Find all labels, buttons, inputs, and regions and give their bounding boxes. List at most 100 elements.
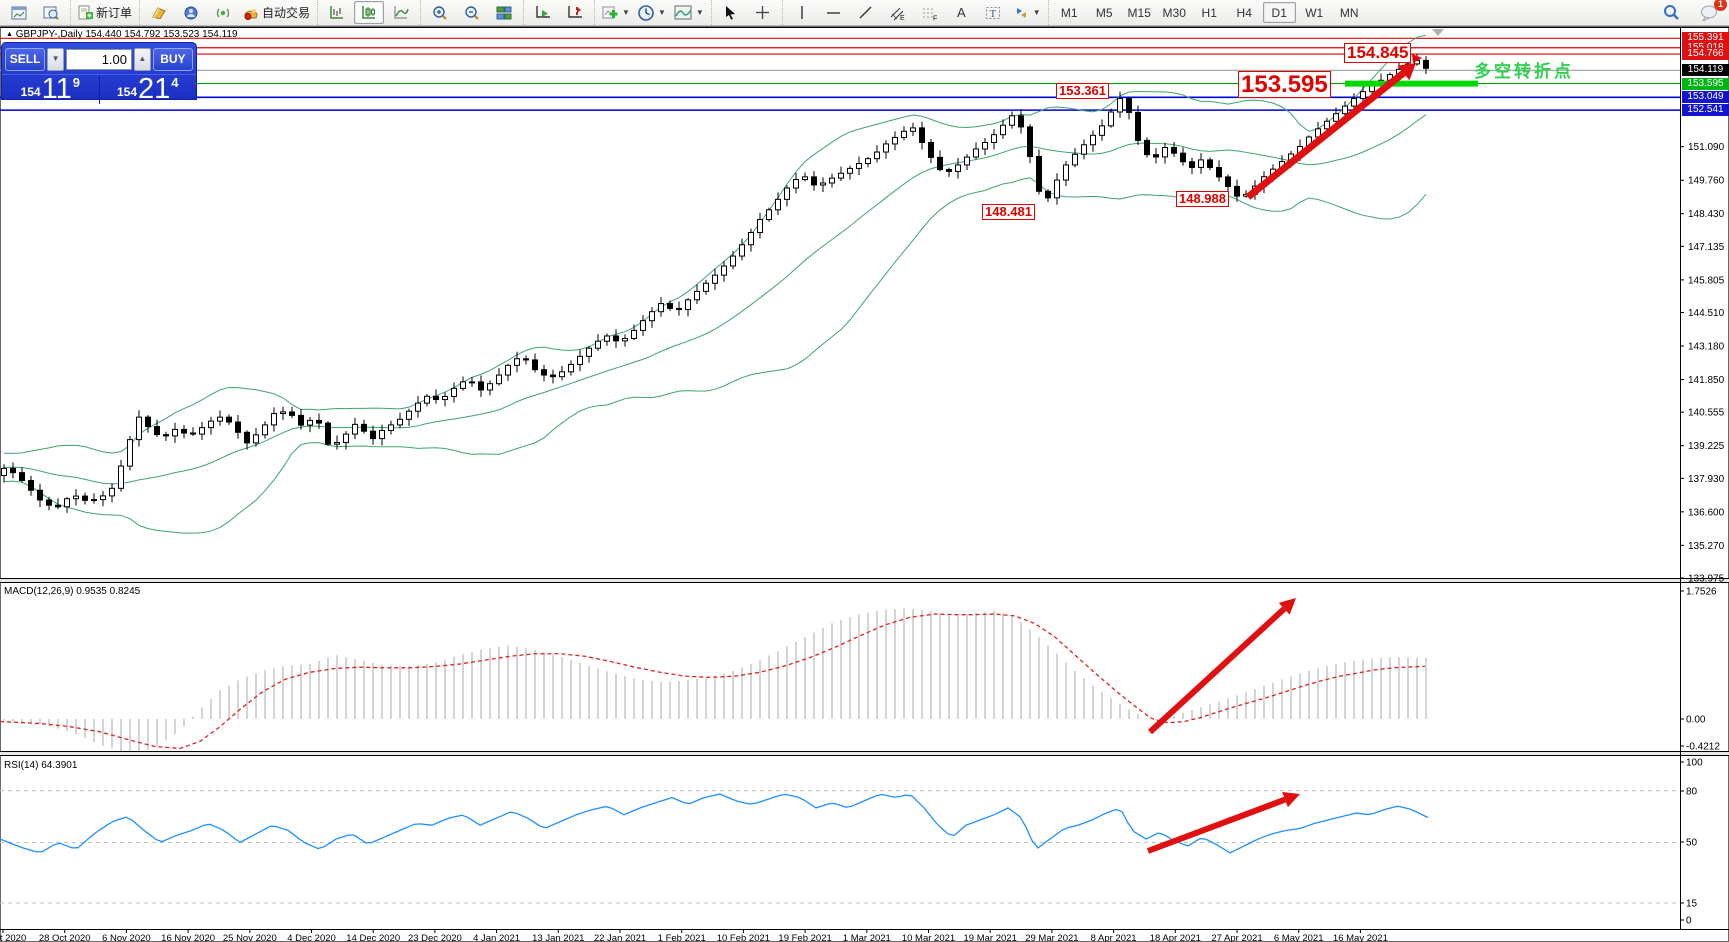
volume-increase-button[interactable]: ▲	[134, 47, 151, 71]
bar-chart-icon[interactable]	[322, 1, 352, 24]
svg-text:148.430: 148.430	[1688, 209, 1725, 220]
date-label: 8 Apr 2021	[1091, 933, 1137, 942]
channel-icon[interactable]: E	[883, 1, 913, 24]
chart-area[interactable]: 151.090 149.760 148.430 147.135 145.805 144.5…	[0, 26, 1729, 942]
svg-text:151.090: 151.090	[1688, 142, 1725, 153]
signal-icon[interactable]	[208, 1, 238, 24]
shapes-icon[interactable]: ▼	[1011, 1, 1044, 24]
symbol-ohlc-text: GBPJPY-,Daily 154.440 154.792 153.523 15…	[15, 29, 238, 40]
template-button[interactable]: ▼	[671, 1, 707, 24]
date-label: 28 Oct 2020	[39, 933, 91, 942]
volume-decrease-button[interactable]: ▼	[47, 47, 64, 71]
svg-text:80: 80	[1686, 787, 1698, 798]
swing-label-154.845: 154.845	[1344, 43, 1412, 63]
date-label: 10 Mar 2021	[902, 933, 955, 942]
date-label: 4 Dec 2020	[287, 933, 336, 942]
svg-text:100: 100	[1686, 758, 1703, 769]
timeframe-m5[interactable]: M5	[1095, 5, 1113, 20]
date-label: 29 Mar 2021	[1025, 933, 1078, 942]
chevron-down-icon: ▼	[695, 8, 704, 17]
svg-text:149.760: 149.760	[1688, 176, 1725, 187]
timeframe-m1[interactable]: M1	[1060, 5, 1078, 20]
date-label: 14 Dec 2020	[346, 933, 400, 942]
line-chart-icon[interactable]	[386, 1, 416, 24]
date-label: 23 Dec 2020	[408, 933, 462, 942]
price-badge-154.766: 154.766	[1682, 48, 1729, 61]
date-label: 25 Nov 2020	[223, 933, 277, 942]
timeframe-h1[interactable]: H1	[1201, 5, 1217, 20]
indicators-button[interactable]: ▼	[599, 1, 633, 24]
date-axis: 9 Oct 2020 28 Oct 2020 6 Nov 2020 16 Nov 20…	[0, 930, 1388, 942]
svg-text:137.930: 137.930	[1688, 474, 1725, 485]
swing-label-148.988: 148.988	[1176, 191, 1229, 207]
crosshair-icon[interactable]	[748, 1, 778, 24]
date-label: 10 Feb 2021	[717, 933, 770, 942]
market-depth-icon[interactable]	[144, 1, 174, 24]
navigator-icon[interactable]	[176, 1, 206, 24]
symbol-ohlc-readout: ▲ GBPJPY-,Daily 154.440 154.792 153.523 …	[6, 29, 238, 40]
timeframe-mn[interactable]: MN	[1339, 5, 1359, 20]
timeframe-m15[interactable]: M15	[1127, 5, 1151, 20]
date-label: 27 Apr 2021	[1211, 933, 1262, 942]
zoom-out-icon[interactable]	[457, 1, 487, 24]
chart-shift-icon[interactable]	[560, 1, 590, 24]
buy-price-pips: 21	[138, 73, 171, 105]
svg-text:50: 50	[1686, 838, 1698, 849]
macd-pane	[0, 608, 1427, 751]
periods-button[interactable]: ▼	[635, 1, 669, 24]
volume-input[interactable]	[66, 48, 132, 70]
trendline-icon[interactable]	[851, 1, 881, 24]
sell-price[interactable]: 154 11 9	[2, 75, 100, 104]
svg-text:F: F	[933, 15, 937, 21]
sell-price-pips: 11	[41, 73, 72, 105]
fibonacci-icon[interactable]: F	[915, 1, 945, 24]
chart-zoom-icon[interactable]	[36, 1, 66, 24]
date-label: 6 May 2021	[1274, 933, 1324, 942]
text-icon[interactable]: A	[947, 1, 977, 24]
date-label: 6 Nov 2020	[102, 933, 151, 942]
svg-text:1.7526: 1.7526	[1686, 587, 1717, 598]
text-label-icon[interactable]: T	[979, 1, 1009, 24]
chat-icon[interactable]: 1	[1694, 0, 1727, 24]
buy-price[interactable]: 154 21 4	[100, 75, 197, 104]
svg-text:135.270: 135.270	[1688, 541, 1725, 552]
tile-windows-icon[interactable]	[489, 1, 519, 24]
new-order-button[interactable]: 新订单	[75, 1, 135, 24]
horizontal-line-icon[interactable]	[819, 1, 849, 24]
price-badge-152.541: 152.541	[1682, 104, 1729, 117]
date-label: 13 Jan 2021	[532, 933, 584, 942]
chart-window-icon[interactable]	[4, 1, 34, 24]
buy-button[interactable]: BUY	[152, 47, 193, 71]
new-order-icon	[78, 5, 93, 20]
vertical-line-icon[interactable]	[787, 1, 817, 24]
price-badge-154.119: 154.119	[1682, 64, 1729, 77]
auto-scroll-icon[interactable]	[528, 1, 558, 24]
search-icon[interactable]	[1656, 1, 1686, 24]
auto-trading-button[interactable]: 自动交易	[240, 1, 313, 24]
chevron-down-icon: ▼	[657, 8, 666, 17]
sell-button[interactable]: SELL	[5, 47, 46, 71]
cursor-icon[interactable]	[716, 1, 746, 24]
sell-price-figure: 154	[20, 85, 41, 99]
timeframe-m30[interactable]: M30	[1162, 5, 1186, 20]
date-label: 1 Mar 2021	[843, 933, 891, 942]
date-label: 16 May 2021	[1333, 933, 1388, 942]
svg-text:0: 0	[1686, 916, 1692, 927]
timeframe-d1[interactable]: D1	[1262, 2, 1296, 23]
timeframe-h4[interactable]: H4	[1236, 5, 1252, 20]
buy-price-point: 4	[171, 75, 179, 90]
date-label: 1 Feb 2021	[658, 933, 706, 942]
rsi-line	[0, 793, 1429, 854]
new-order-label: 新订单	[96, 6, 133, 20]
price-badge-153.595: 153.595	[1682, 77, 1729, 90]
swing-label-148.481: 148.481	[982, 204, 1035, 220]
timeframe-w1[interactable]: W1	[1305, 5, 1324, 20]
svg-text:140.555: 140.555	[1688, 408, 1725, 419]
svg-text:A: A	[957, 5, 966, 20]
candlestick-chart-icon[interactable]	[354, 1, 385, 24]
zoom-in-icon[interactable]	[425, 1, 455, 24]
notification-badge: 1	[1714, 0, 1727, 11]
chevron-down-icon: ▼	[1032, 8, 1041, 17]
